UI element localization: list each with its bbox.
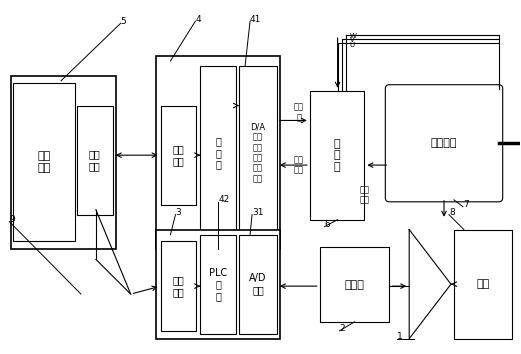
- Bar: [156, 56, 280, 250]
- Text: 2: 2: [340, 324, 345, 333]
- Text: 机床: 机床: [476, 279, 489, 289]
- Text: 6: 6: [325, 220, 330, 229]
- Text: A/D
接口: A/D 接口: [249, 273, 267, 295]
- Bar: [310, 91, 365, 220]
- Bar: [11, 76, 116, 250]
- Text: 42: 42: [218, 195, 229, 204]
- Bar: [156, 230, 280, 339]
- Text: U: U: [350, 42, 355, 48]
- Text: PLC
模
块: PLC 模 块: [209, 268, 227, 301]
- Bar: [200, 66, 236, 240]
- Bar: [160, 241, 196, 331]
- Bar: [200, 235, 236, 334]
- Bar: [14, 83, 75, 241]
- Text: 数控
单元: 数控 单元: [38, 151, 51, 173]
- Text: 总线
接口: 总线 接口: [172, 275, 184, 297]
- Bar: [77, 105, 113, 215]
- Bar: [239, 66, 277, 240]
- Text: 1: 1: [398, 332, 403, 341]
- Bar: [320, 247, 389, 322]
- Text: 31: 31: [252, 208, 264, 217]
- Text: 模拟
量: 模拟 量: [294, 103, 304, 122]
- Text: 轴
模
块: 轴 模 块: [215, 136, 221, 169]
- Text: 41: 41: [250, 15, 262, 24]
- Text: 3: 3: [176, 208, 181, 217]
- Text: 5: 5: [121, 17, 127, 26]
- Text: 8: 8: [449, 208, 455, 217]
- Text: 4: 4: [195, 15, 201, 24]
- Text: V: V: [350, 37, 354, 43]
- Text: 9: 9: [9, 215, 15, 224]
- Bar: [239, 235, 277, 334]
- Bar: [160, 105, 196, 205]
- Text: 变送器: 变送器: [344, 280, 364, 290]
- Text: 7: 7: [463, 200, 469, 209]
- Text: 伺服电机: 伺服电机: [431, 138, 457, 148]
- Text: 驱
动
器: 驱 动 器: [334, 138, 340, 172]
- Text: D/A
转换
模块
位置
反馈
模块: D/A 转换 模块 位置 反馈 模块: [251, 122, 266, 183]
- Text: W: W: [350, 33, 356, 39]
- Text: 总线
接口: 总线 接口: [89, 149, 101, 171]
- FancyBboxPatch shape: [386, 85, 503, 202]
- Text: 编码
反馈: 编码 反馈: [359, 185, 369, 205]
- Text: 位置
反馈: 位置 反馈: [294, 155, 304, 175]
- Text: 总线
接口: 总线 接口: [172, 144, 184, 166]
- Bar: [454, 230, 512, 339]
- Polygon shape: [409, 230, 451, 339]
